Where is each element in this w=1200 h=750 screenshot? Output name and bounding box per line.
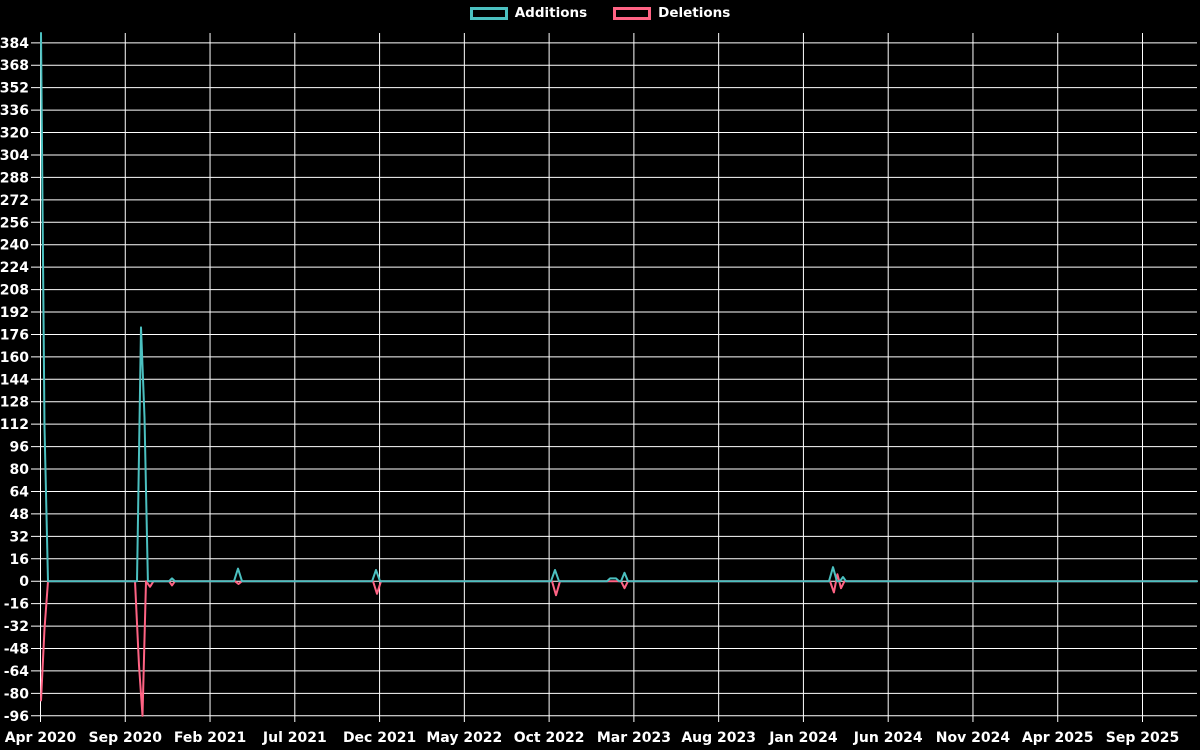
svg-text:176: 176 <box>0 327 29 343</box>
svg-text:Nov 2024: Nov 2024 <box>936 730 1011 746</box>
svg-text:Sep 2020: Sep 2020 <box>89 730 163 746</box>
svg-text:Mar 2023: Mar 2023 <box>597 730 671 746</box>
svg-text:352: 352 <box>0 81 29 97</box>
chart-legend: Additions Deletions <box>0 5 1200 21</box>
legend-item-additions[interactable]: Additions <box>469 5 588 21</box>
svg-text:144: 144 <box>0 372 29 388</box>
svg-text:240: 240 <box>0 238 29 254</box>
svg-text:0: 0 <box>19 574 29 590</box>
svg-text:-16: -16 <box>4 597 29 613</box>
svg-text:272: 272 <box>0 193 29 209</box>
svg-text:128: 128 <box>0 395 29 411</box>
svg-text:192: 192 <box>0 305 29 321</box>
x-axis-labels: Apr 2020 Sep 2020 Feb 2021 Jul 2021 Dec 2021… <box>5 730 1180 746</box>
svg-text:288: 288 <box>0 170 29 186</box>
svg-text:32: 32 <box>10 529 29 545</box>
svg-text:16: 16 <box>10 552 29 568</box>
svg-text:224: 224 <box>0 260 29 276</box>
svg-text:Jul 2021: Jul 2021 <box>262 730 327 746</box>
svg-text:384: 384 <box>0 36 29 52</box>
svg-text:Sep 2025: Sep 2025 <box>1106 730 1179 746</box>
svg-text:80: 80 <box>10 462 30 478</box>
deletions-legend-label: Deletions <box>658 5 731 21</box>
svg-text:Apr 2025: Apr 2025 <box>1022 730 1094 746</box>
svg-text:96: 96 <box>10 440 29 456</box>
svg-text:256: 256 <box>0 215 29 231</box>
svg-text:320: 320 <box>0 126 29 142</box>
svg-text:304: 304 <box>0 148 29 164</box>
additions-line <box>40 32 1198 583</box>
svg-text:64: 64 <box>10 484 30 500</box>
svg-text:368: 368 <box>0 58 29 74</box>
svg-text:-32: -32 <box>4 619 29 635</box>
svg-text:Jun 2024: Jun 2024 <box>853 730 923 746</box>
svg-text:336: 336 <box>0 103 29 119</box>
svg-text:-80: -80 <box>4 686 30 702</box>
svg-text:-64: -64 <box>4 664 30 680</box>
svg-text:May 2022: May 2022 <box>426 730 502 746</box>
x-gridlines <box>40 33 1143 722</box>
svg-text:48: 48 <box>10 507 29 523</box>
svg-text:160: 160 <box>0 350 29 366</box>
deletions-line <box>40 573 1198 717</box>
legend-item-deletions[interactable]: Deletions <box>613 5 731 21</box>
svg-text:Apr 2020: Apr 2020 <box>5 730 77 746</box>
svg-text:112: 112 <box>0 417 29 433</box>
svg-text:Feb 2021: Feb 2021 <box>174 730 246 746</box>
svg-text:208: 208 <box>0 283 29 299</box>
deletions-legend-swatch <box>613 7 652 21</box>
svg-text:-96: -96 <box>4 709 29 725</box>
svg-text:Oct 2022: Oct 2022 <box>514 730 585 746</box>
svg-text:-48: -48 <box>4 641 29 657</box>
y-gridlines <box>31 42 1197 717</box>
additions-legend-label: Additions <box>514 5 588 21</box>
y-axis-labels: 3843683523363203042882722562402242081921… <box>0 36 29 725</box>
svg-text:Dec 2021: Dec 2021 <box>343 730 416 746</box>
additions-legend-swatch <box>469 7 508 21</box>
svg-text:Aug 2023: Aug 2023 <box>681 730 756 746</box>
svg-text:Jan 2024: Jan 2024 <box>768 730 838 746</box>
